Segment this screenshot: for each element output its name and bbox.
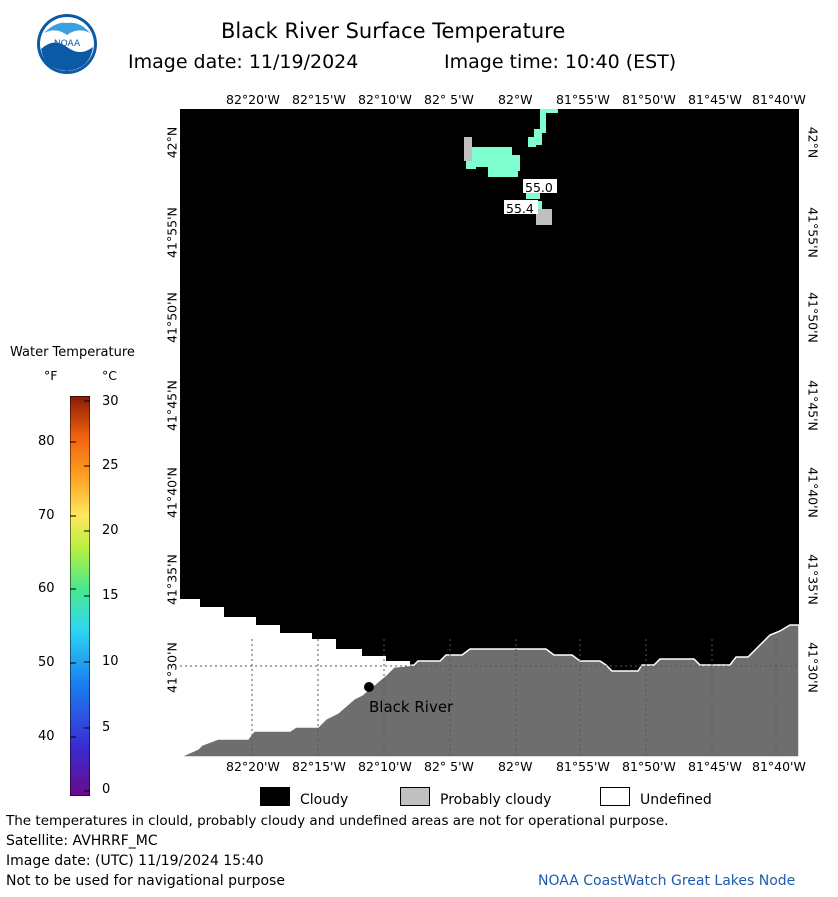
tick-c-5: 5 (102, 720, 111, 735)
logo-text: NOAA (54, 39, 81, 49)
lat-label-left: 41°35'N (164, 554, 180, 605)
lat-label-left: 41°30'N (164, 642, 180, 693)
credit-link[interactable]: NOAA CoastWatch Great Lakes Node (538, 873, 796, 889)
lon-label-top: 82° 5'W (424, 92, 474, 107)
lat-label-right: 41°35'N (805, 554, 821, 605)
image-time: Image time: 10:40 (EST) (444, 51, 677, 73)
temp-label: 55.0 (525, 180, 553, 195)
colorbar-unit-c: °C (102, 368, 117, 383)
noaa-logo: NOAA (36, 13, 98, 75)
lat-label-right: 42°N (805, 126, 821, 159)
legend-label-probably-cloudy: Probably cloudy (440, 792, 552, 808)
lon-label-bottom: 82°15'W (292, 759, 346, 774)
lon-label-bottom: 82° 5'W (424, 759, 474, 774)
lon-label-bottom: 82°W (498, 759, 533, 774)
legend-label-cloudy: Cloudy (300, 792, 349, 808)
lat-label-left: 41°40'N (164, 467, 180, 518)
lat-label-right: 41°40'N (805, 467, 821, 518)
colorbar-title: Water Temperature (10, 345, 135, 360)
lat-label-right: 41°50'N (805, 292, 821, 343)
tick-f-70: 70 (38, 508, 55, 523)
lon-label-bottom: 81°55'W (556, 759, 610, 774)
lat-label-left: 42°N (164, 126, 180, 159)
tick-c-20: 20 (102, 523, 119, 538)
lat-label-left: 41°50'N (164, 292, 180, 343)
tick-c-15: 15 (102, 588, 119, 603)
tick-c-25: 25 (102, 458, 119, 473)
lon-label-top: 82°10'W (358, 92, 412, 107)
lat-label-left: 41°55'N (164, 207, 180, 258)
temp-label: 55.4 (506, 201, 534, 216)
legend-swatch-undefined (600, 787, 630, 806)
place-label-black-river: Black River (369, 698, 454, 716)
lon-label-top: 81°45'W (688, 92, 742, 107)
lon-label-top: 81°40'W (752, 92, 806, 107)
legend-swatch-probably-cloudy (400, 787, 430, 806)
lat-label-left: 41°45'N (164, 380, 180, 431)
satellite-text: Satellite: AVHRRF_MC (6, 833, 158, 849)
lon-label-bottom: 81°40'W (752, 759, 806, 774)
land-area (180, 624, 799, 757)
lat-label-right: 41°30'N (805, 642, 821, 693)
lat-label-right: 41°45'N (805, 380, 821, 431)
tick-f-50: 50 (38, 655, 55, 670)
lon-label-top: 82°W (498, 92, 533, 107)
tick-f-60: 60 (38, 581, 55, 596)
tick-c-0: 0 (102, 782, 111, 797)
lon-label-top: 81°50'W (622, 92, 676, 107)
lon-label-bottom: 81°45'W (688, 759, 742, 774)
disclaimer-text: The temperatures in clould, probably clo… (6, 813, 669, 829)
lat-label-right: 41°55'N (805, 207, 821, 258)
colorbar (69, 395, 91, 797)
nav-warning-text: Not to be used for navigational purpose (6, 873, 285, 889)
black-river-marker (364, 682, 374, 692)
map-panel (180, 109, 799, 757)
lon-label-bottom: 82°20'W (226, 759, 280, 774)
lon-label-top: 82°20'W (226, 92, 280, 107)
legend-label-undefined: Undefined (640, 792, 712, 808)
lon-label-top: 82°15'W (292, 92, 346, 107)
colorbar-unit-f: °F (44, 368, 58, 383)
legend-swatch-cloudy (260, 787, 290, 806)
lon-label-top: 81°55'W (556, 92, 610, 107)
tick-f-80: 80 (38, 434, 55, 449)
image-date: Image date: 11/19/2024 (128, 51, 359, 73)
page-title: Black River Surface Temperature (221, 19, 566, 43)
tick-f-40: 40 (38, 729, 55, 744)
lon-label-bottom: 82°10'W (358, 759, 412, 774)
tick-c-30: 30 (102, 394, 119, 409)
utc-date-text: Image date: (UTC) 11/19/2024 15:40 (6, 853, 264, 869)
lon-label-bottom: 81°50'W (622, 759, 676, 774)
tick-c-10: 10 (102, 654, 119, 669)
